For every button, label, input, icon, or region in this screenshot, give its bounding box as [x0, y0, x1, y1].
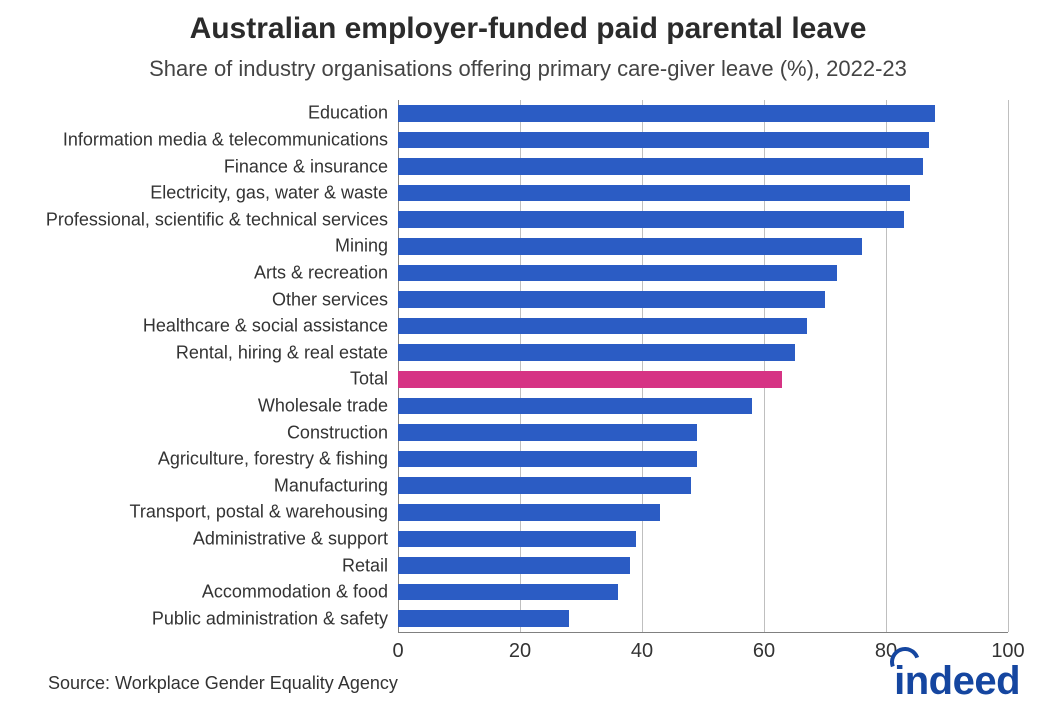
x-tick-label: 20: [509, 640, 531, 663]
bar-total: [398, 371, 782, 387]
bar: [398, 185, 910, 201]
category-label: Manufacturing: [274, 475, 388, 496]
category-label: Other services: [272, 289, 388, 310]
indeed-logo-rest: ndeed: [905, 659, 1020, 703]
bar: [398, 451, 697, 467]
x-axis-line: [398, 632, 1008, 633]
bar: [398, 477, 691, 493]
indeed-logo: i ndeed: [894, 659, 1020, 704]
category-label: Wholesale trade: [258, 395, 388, 416]
category-label: Rental, hiring & real estate: [176, 342, 388, 363]
chart-subtitle: Share of industry organisations offering…: [0, 56, 1056, 82]
bar: [398, 132, 929, 148]
category-label: Administrative & support: [193, 528, 388, 549]
category-label: Retail: [342, 555, 388, 576]
category-label: Electricity, gas, water & waste: [150, 183, 388, 204]
indeed-logo-i: i: [894, 659, 905, 704]
bar: [398, 318, 807, 334]
bar: [398, 238, 862, 254]
bar: [398, 291, 825, 307]
category-label: Accommodation & food: [202, 582, 388, 603]
category-label: Healthcare & social assistance: [143, 316, 388, 337]
gridline: [764, 100, 765, 632]
chart-container: Australian employer-funded paid parental…: [0, 0, 1056, 716]
bar: [398, 557, 630, 573]
chart-title: Australian employer-funded paid parental…: [0, 12, 1056, 46]
x-tick-label: 40: [631, 640, 653, 663]
bar: [398, 424, 697, 440]
x-tick-label: 0: [392, 640, 403, 663]
category-label: Professional, scientific & technical ser…: [46, 209, 388, 230]
bar: [398, 158, 923, 174]
category-label: Transport, postal & warehousing: [130, 502, 388, 523]
gridline: [520, 100, 521, 632]
bar: [398, 265, 837, 281]
category-label: Information media & telecommunications: [63, 129, 388, 150]
category-label: Agriculture, forestry & fishing: [158, 449, 388, 470]
bar: [398, 584, 618, 600]
category-label: Total: [350, 369, 388, 390]
category-label: Mining: [335, 236, 388, 257]
category-label: Public administration & safety: [152, 608, 388, 629]
source-text: Source: Workplace Gender Equality Agency: [48, 673, 398, 694]
category-label: Arts & recreation: [254, 262, 388, 283]
bar: [398, 398, 752, 414]
gridline: [1008, 100, 1009, 632]
category-label: Finance & insurance: [224, 156, 388, 177]
bar: [398, 211, 904, 227]
gridline: [642, 100, 643, 632]
plot-area: 020406080100EducationInformation media &…: [398, 100, 1008, 632]
bar: [398, 504, 660, 520]
bar: [398, 610, 569, 626]
gridline: [886, 100, 887, 632]
bar: [398, 344, 795, 360]
category-label: Construction: [287, 422, 388, 443]
bar: [398, 105, 935, 121]
x-tick-label: 60: [753, 640, 775, 663]
bar: [398, 531, 636, 547]
y-axis-line: [398, 100, 399, 632]
category-label: Education: [308, 103, 388, 124]
